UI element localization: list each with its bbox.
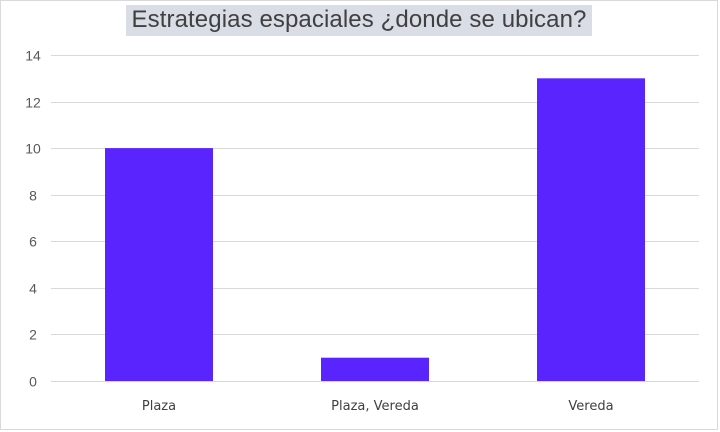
bar-plaza-vereda <box>321 357 429 381</box>
x-category-label: Plaza, Vereda <box>331 399 419 414</box>
y-tick-label: 0 <box>29 374 37 390</box>
bar-plaza <box>105 148 213 381</box>
bar-vereda <box>537 78 645 382</box>
y-tick-label: 4 <box>29 281 37 297</box>
y-tick-label: 8 <box>29 188 37 204</box>
y-tick-label: 12 <box>25 95 41 111</box>
y-tick-label: 2 <box>29 327 37 343</box>
bars <box>105 78 645 382</box>
y-axis-ticks: 0 2 4 6 8 10 12 14 <box>25 48 41 390</box>
y-tick-label: 10 <box>25 141 41 157</box>
x-axis-labels: Plaza Plaza, Vereda Vereda <box>142 399 614 414</box>
chart-title-wrap: Estrategias espaciales ¿donde se ubican? <box>1 5 717 36</box>
x-category-label: Plaza <box>142 399 176 414</box>
chart-title: Estrategias espaciales ¿donde se ubican? <box>125 5 593 36</box>
y-tick-label: 14 <box>25 48 41 64</box>
x-category-label: Vereda <box>568 399 613 414</box>
y-tick-label: 6 <box>29 234 37 250</box>
